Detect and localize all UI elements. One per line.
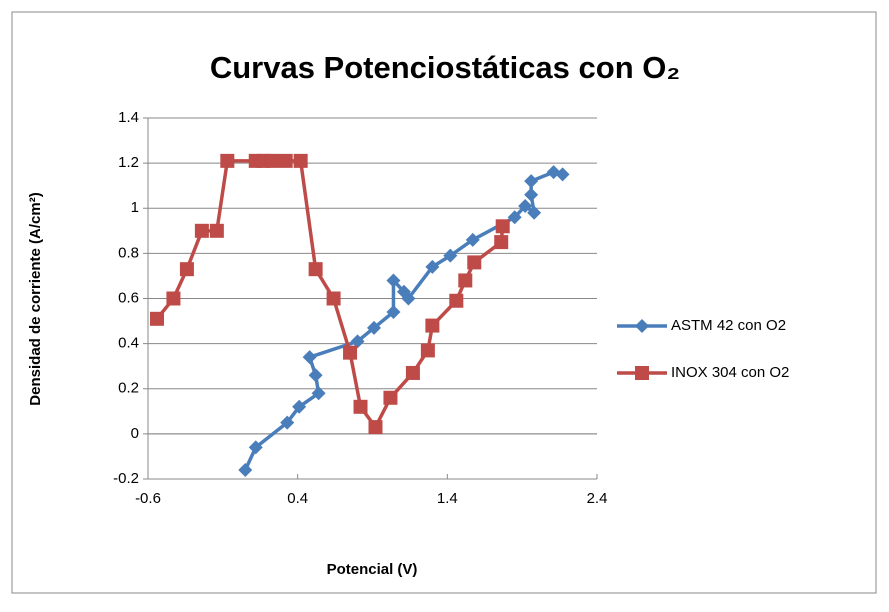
x-tick-label: -0.6 xyxy=(135,490,161,507)
y-tick-label: 1 xyxy=(131,199,139,216)
y-tick-label: 1.2 xyxy=(118,154,139,171)
marker xyxy=(343,345,358,360)
y-axis-label: Densidad de corriente (A/cm²) xyxy=(27,192,44,405)
marker xyxy=(507,210,522,225)
marker xyxy=(220,153,235,168)
marker xyxy=(366,320,381,335)
marker xyxy=(386,305,401,320)
marker xyxy=(443,248,458,263)
marker xyxy=(265,153,280,168)
legend-label: INOX 304 con O2 xyxy=(671,364,789,381)
marker xyxy=(209,223,224,238)
chart-title: Curvas Potenciostáticas con O₂ xyxy=(210,50,680,85)
legend-label: ASTM 42 con O2 xyxy=(671,317,786,334)
marker xyxy=(383,390,398,405)
marker xyxy=(350,334,365,349)
chart-border xyxy=(11,11,877,594)
x-tick-label: 2.4 xyxy=(587,490,608,507)
marker xyxy=(149,311,164,326)
marker xyxy=(449,293,464,308)
y-tick-label: 0 xyxy=(131,425,139,442)
marker xyxy=(292,399,307,414)
marker xyxy=(524,187,539,202)
y-tick-label: 0.4 xyxy=(118,335,139,352)
x-tick-label: 1.4 xyxy=(437,490,458,507)
marker xyxy=(425,318,440,333)
marker xyxy=(280,415,295,430)
marker xyxy=(425,259,440,274)
marker xyxy=(467,255,482,270)
marker xyxy=(308,262,323,277)
marker xyxy=(194,223,209,238)
marker xyxy=(179,262,194,277)
marker xyxy=(405,365,420,380)
marker xyxy=(386,273,401,288)
legend-marker xyxy=(635,319,649,333)
marker xyxy=(278,153,293,168)
y-tick-label: 0.2 xyxy=(118,380,139,397)
marker xyxy=(326,291,341,306)
marker xyxy=(458,273,473,288)
y-tick-label: 0.6 xyxy=(118,289,139,306)
marker xyxy=(495,219,510,234)
marker xyxy=(555,167,570,182)
marker xyxy=(518,198,533,213)
y-tick-label: 1.4 xyxy=(118,109,139,126)
marker xyxy=(368,420,383,435)
legend-marker xyxy=(635,366,649,380)
marker xyxy=(302,350,317,365)
marker xyxy=(420,343,435,358)
marker xyxy=(311,386,326,401)
marker xyxy=(353,399,368,414)
marker xyxy=(401,291,416,306)
marker xyxy=(494,235,509,250)
marker xyxy=(308,368,323,383)
marker xyxy=(248,440,263,455)
y-tick-label: 0.8 xyxy=(118,244,139,261)
y-tick-label: -0.2 xyxy=(113,470,139,487)
marker xyxy=(293,153,308,168)
marker xyxy=(527,205,542,220)
x-axis-label: Potencial (V) xyxy=(327,561,418,578)
marker xyxy=(524,174,539,189)
marker xyxy=(166,291,181,306)
marker xyxy=(465,232,480,247)
x-tick-label: 0.4 xyxy=(287,490,308,507)
marker xyxy=(238,462,253,477)
